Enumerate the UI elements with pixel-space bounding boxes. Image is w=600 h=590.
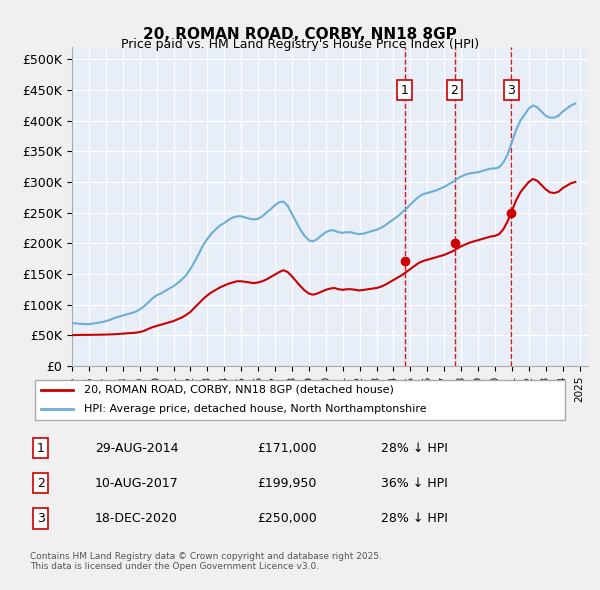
Text: 3: 3 xyxy=(507,84,515,97)
Text: 2: 2 xyxy=(451,84,458,97)
Text: 1: 1 xyxy=(401,84,409,97)
FancyBboxPatch shape xyxy=(35,380,565,419)
Text: Contains HM Land Registry data © Crown copyright and database right 2025.
This d: Contains HM Land Registry data © Crown c… xyxy=(30,552,382,571)
Text: 3: 3 xyxy=(37,512,45,525)
Text: 20, ROMAN ROAD, CORBY, NN18 8GP: 20, ROMAN ROAD, CORBY, NN18 8GP xyxy=(143,27,457,41)
Text: 28% ↓ HPI: 28% ↓ HPI xyxy=(381,512,448,525)
Text: £199,950: £199,950 xyxy=(257,477,316,490)
Text: £250,000: £250,000 xyxy=(257,512,317,525)
Text: Price paid vs. HM Land Registry's House Price Index (HPI): Price paid vs. HM Land Registry's House … xyxy=(121,38,479,51)
Text: 1: 1 xyxy=(37,442,45,455)
Text: 28% ↓ HPI: 28% ↓ HPI xyxy=(381,442,448,455)
Text: 10-AUG-2017: 10-AUG-2017 xyxy=(95,477,179,490)
Text: 29-AUG-2014: 29-AUG-2014 xyxy=(95,442,178,455)
Text: 2: 2 xyxy=(37,477,45,490)
Text: £171,000: £171,000 xyxy=(257,442,316,455)
Text: 18-DEC-2020: 18-DEC-2020 xyxy=(95,512,178,525)
Text: HPI: Average price, detached house, North Northamptonshire: HPI: Average price, detached house, Nort… xyxy=(84,405,427,414)
Text: 36% ↓ HPI: 36% ↓ HPI xyxy=(381,477,448,490)
Text: 20, ROMAN ROAD, CORBY, NN18 8GP (detached house): 20, ROMAN ROAD, CORBY, NN18 8GP (detache… xyxy=(84,385,394,395)
